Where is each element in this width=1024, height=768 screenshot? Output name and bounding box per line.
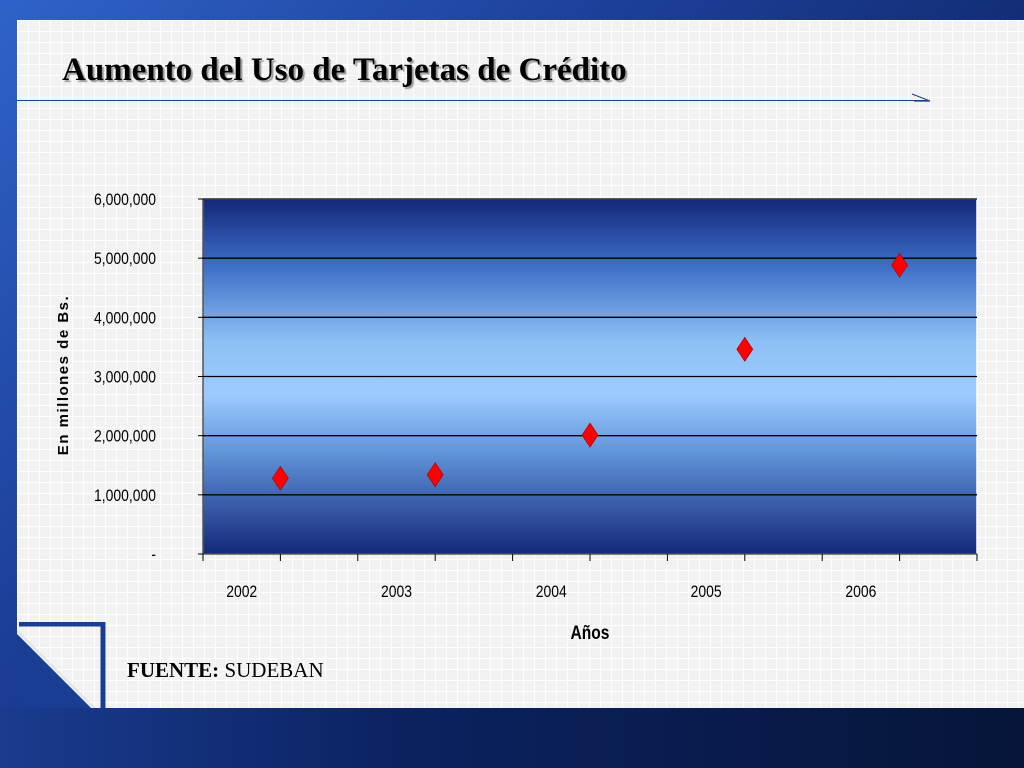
y-tick-label-5: 5,000,000 — [94, 250, 156, 269]
bottom-band — [0, 708, 1024, 768]
data-point-2002 — [272, 465, 289, 491]
source-label: FUENTE: — [127, 658, 220, 682]
x-tick-label-2004: 2004 — [536, 583, 567, 602]
y-tick-label-1: 1,000,000 — [94, 487, 156, 506]
y-tick-label-4: 4,000,000 — [94, 309, 156, 328]
y-axis-label: En millones de Bs. — [55, 295, 72, 455]
data-point-2005 — [736, 336, 754, 362]
data-point-2004 — [581, 422, 599, 448]
y-tick-label-2: 2,000,000 — [94, 427, 156, 446]
x-axis-label: Años — [571, 622, 610, 644]
title-underline — [17, 100, 929, 101]
x-tick-label-2005: 2005 — [691, 583, 722, 602]
y-tick-label-3: 3,000,000 — [94, 368, 156, 387]
source-value: SUDEBAN — [224, 658, 324, 682]
x-tick-label-2006: 2006 — [845, 583, 876, 602]
x-tick-label-2002: 2002 — [226, 583, 257, 602]
slide-title: Aumento del Uso de Tarjetas de Crédito — [62, 52, 627, 88]
scatter-chart: - 1,000,000 2,000,000 3,000,000 4,000,000 5,0… — [55, 191, 978, 644]
y-tick-label-6: 6,000,000 — [94, 191, 156, 210]
data-point-2006 — [891, 252, 908, 278]
data-point-2003 — [426, 462, 444, 488]
x-tick-label-2003: 2003 — [381, 583, 412, 602]
y-tick-label-0: - — [151, 546, 156, 565]
title-underline-arrow-icon — [911, 93, 931, 102]
corner-decoration — [17, 622, 106, 708]
source-note: FUENTE: SUDEBAN — [127, 658, 324, 683]
